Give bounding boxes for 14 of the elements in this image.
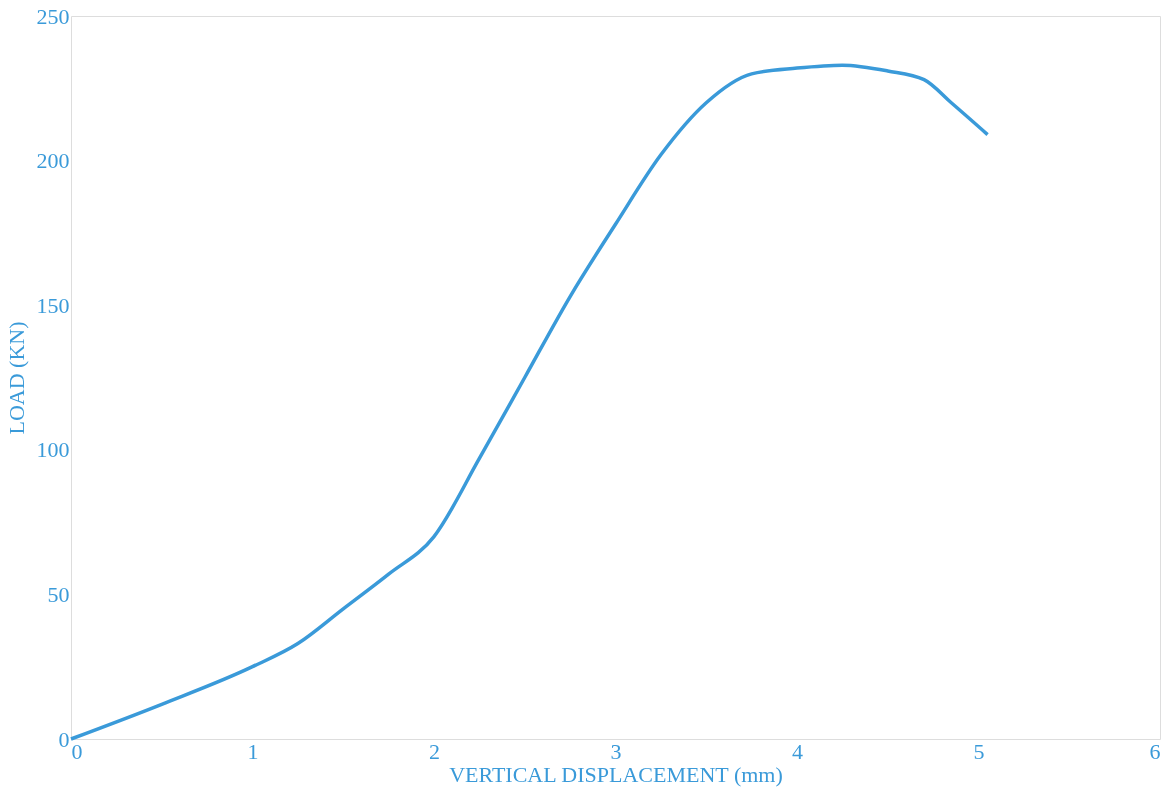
y-tick-label: 200 bbox=[36, 148, 70, 174]
y-tick-label: 100 bbox=[36, 437, 70, 463]
x-tick-label: 2 bbox=[429, 738, 440, 764]
x-tick-label: 1 bbox=[247, 738, 259, 764]
x-tick-label: 6 bbox=[1149, 738, 1161, 764]
x-axis-title: VERTICAL DISPLACEMENT (mm) bbox=[449, 761, 783, 787]
line-series bbox=[69, 63, 990, 741]
y-tick-label: 50 bbox=[47, 581, 70, 607]
x-tick-label: 4 bbox=[792, 738, 803, 764]
y-axis-title: LOAD (KN) bbox=[3, 321, 29, 435]
y-tick-label: 150 bbox=[36, 292, 70, 318]
x-tick-label: 3 bbox=[610, 738, 622, 764]
x-tick-label: 5 bbox=[973, 738, 985, 764]
y-tick-label: 250 bbox=[36, 3, 70, 29]
